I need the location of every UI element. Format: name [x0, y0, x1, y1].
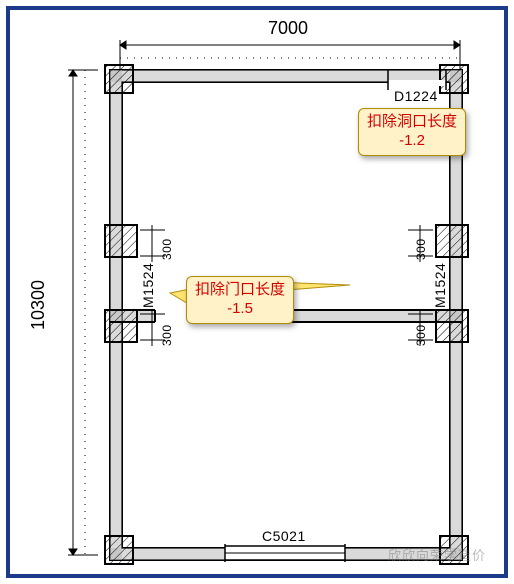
- dim-300-r-lower: 300: [414, 324, 428, 346]
- callout-hole-value: -1.2: [367, 132, 457, 151]
- callout-door-value: -1.5: [195, 300, 285, 319]
- label-c5021: C5021: [262, 528, 306, 544]
- dim-left: 10300: [28, 280, 49, 330]
- label-d1224: D1224: [394, 88, 438, 104]
- dim-300-l-lower: 300: [160, 324, 174, 346]
- dim-top: 7000: [268, 18, 308, 39]
- callout-hole: 扣除洞口长度 -1.2: [358, 108, 466, 156]
- dim-300-l-upper: 300: [160, 238, 174, 260]
- callout-hole-text: 扣除洞口长度: [367, 113, 457, 130]
- callout-door-text: 扣除门口长度: [195, 281, 285, 298]
- watermark: 欣欣向荣学造价: [388, 545, 486, 564]
- label-m1524-right: M1524: [432, 263, 448, 308]
- diagram-frame: 7000 10300 300 300 300 300 M1524 M1524 D…: [6, 6, 508, 578]
- callout-door: 扣除门口长度 -1.5: [186, 276, 294, 324]
- dim-300-r-upper: 300: [414, 238, 428, 260]
- label-m1524-left: M1524: [140, 263, 156, 308]
